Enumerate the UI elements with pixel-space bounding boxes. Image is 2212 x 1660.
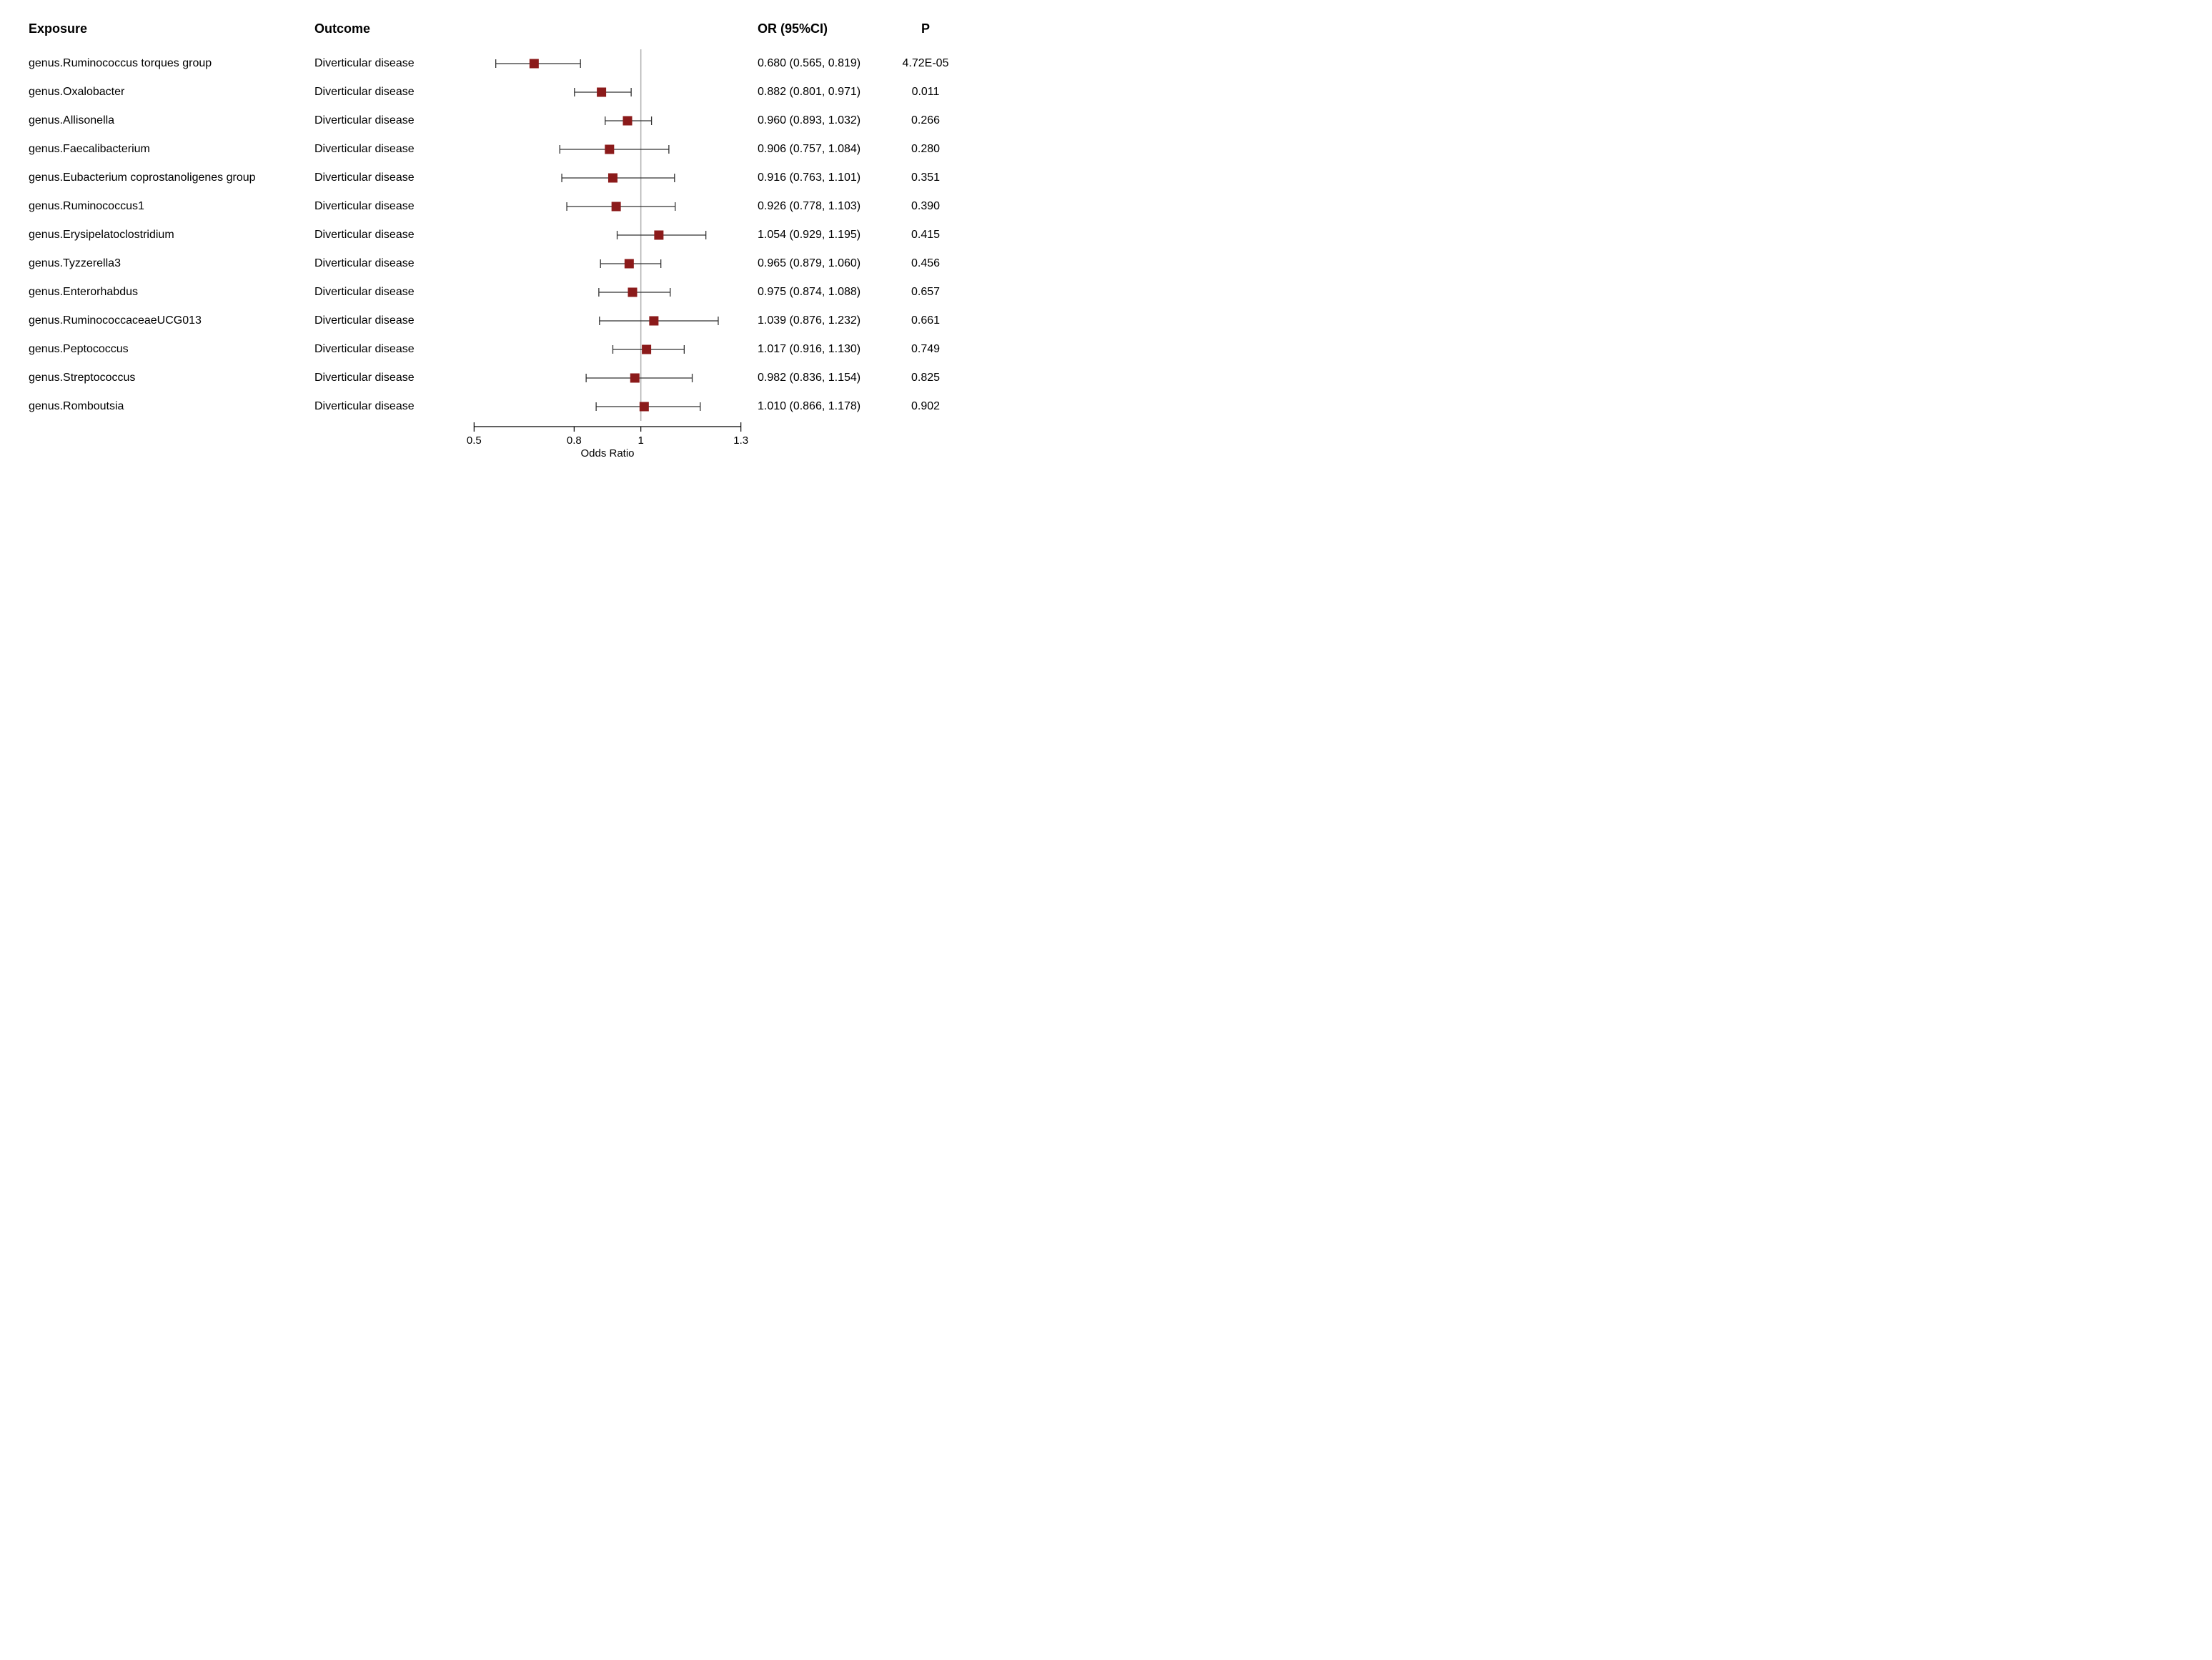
or-ci-cell: 0.906 (0.757, 1.084) [758, 135, 893, 164]
p-value-cell: 0.390 [893, 192, 958, 221]
header-outcome: Outcome [314, 21, 457, 49]
x-axis-area [457, 421, 758, 464]
forest-plot-table: Exposure Outcome OR (95%CI) P genus.Rumi… [29, 21, 2183, 464]
outcome-cell: Diverticular disease [314, 364, 457, 392]
or-ci-cell: 1.054 (0.929, 1.195) [758, 221, 893, 249]
header-plot [457, 29, 758, 42]
or-ci-cell: 0.982 (0.836, 1.154) [758, 364, 893, 392]
forest-plot-row [457, 364, 758, 392]
or-ci-cell: 0.975 (0.874, 1.088) [758, 278, 893, 307]
p-value-cell: 0.749 [893, 335, 958, 364]
or-ci-cell: 0.926 (0.778, 1.103) [758, 192, 893, 221]
exposure-cell: genus.Streptococcus [29, 364, 314, 392]
forest-plot-row [457, 392, 758, 421]
exposure-cell: genus.Eubacterium coprostanoligenes grou… [29, 164, 314, 192]
forest-plot-row [457, 221, 758, 249]
p-value-cell: 0.280 [893, 135, 958, 164]
outcome-cell: Diverticular disease [314, 278, 457, 307]
outcome-cell: Diverticular disease [314, 192, 457, 221]
exposure-cell: genus.Ruminococcus1 [29, 192, 314, 221]
outcome-cell: Diverticular disease [314, 249, 457, 278]
p-value-cell: 0.902 [893, 392, 958, 421]
p-value-cell: 0.661 [893, 307, 958, 335]
forest-plot-row [457, 135, 758, 164]
forest-plot-row [457, 192, 758, 221]
forest-plot-row [457, 164, 758, 192]
exposure-cell: genus.Tyzzerella3 [29, 249, 314, 278]
p-value-cell: 0.456 [893, 249, 958, 278]
header-or-ci: OR (95%CI) [758, 21, 893, 49]
outcome-cell: Diverticular disease [314, 307, 457, 335]
outcome-cell: Diverticular disease [314, 106, 457, 135]
outcome-cell: Diverticular disease [314, 135, 457, 164]
or-ci-cell: 0.965 (0.879, 1.060) [758, 249, 893, 278]
forest-plot-row [457, 106, 758, 135]
forest-plot-row [457, 78, 758, 106]
forest-plot-row: 0.50.811.3Odds Ratio [457, 49, 758, 78]
header-p: P [893, 21, 958, 49]
or-ci-cell: 0.916 (0.763, 1.101) [758, 164, 893, 192]
or-ci-cell: 0.680 (0.565, 0.819) [758, 49, 893, 78]
or-ci-cell: 0.960 (0.893, 1.032) [758, 106, 893, 135]
outcome-cell: Diverticular disease [314, 335, 457, 364]
header-exposure: Exposure [29, 21, 314, 49]
outcome-cell: Diverticular disease [314, 49, 457, 78]
exposure-cell: genus.Enterorhabdus [29, 278, 314, 307]
or-ci-cell: 0.882 (0.801, 0.971) [758, 78, 893, 106]
exposure-cell: genus.Ruminococcus torques group [29, 49, 314, 78]
p-value-cell: 0.825 [893, 364, 958, 392]
forest-plot-row [457, 249, 758, 278]
exposure-cell: genus.Oxalobacter [29, 78, 314, 106]
p-value-cell: 0.266 [893, 106, 958, 135]
exposure-cell: genus.Erysipelatoclostridium [29, 221, 314, 249]
or-ci-cell: 1.010 (0.866, 1.178) [758, 392, 893, 421]
exposure-cell: genus.Faecalibacterium [29, 135, 314, 164]
p-value-cell: 0.351 [893, 164, 958, 192]
p-value-cell: 0.415 [893, 221, 958, 249]
or-ci-cell: 1.017 (0.916, 1.130) [758, 335, 893, 364]
exposure-cell: genus.Allisonella [29, 106, 314, 135]
outcome-cell: Diverticular disease [314, 78, 457, 106]
outcome-cell: Diverticular disease [314, 392, 457, 421]
forest-marker [496, 59, 581, 69]
outcome-cell: Diverticular disease [314, 221, 457, 249]
p-value-cell: 0.657 [893, 278, 958, 307]
exposure-cell: genus.Romboutsia [29, 392, 314, 421]
forest-plot-row [457, 307, 758, 335]
p-value-cell: 4.72E-05 [893, 49, 958, 78]
forest-plot-row [457, 335, 758, 364]
forest-plot-row [457, 278, 758, 307]
exposure-cell: genus.Peptococcus [29, 335, 314, 364]
outcome-cell: Diverticular disease [314, 164, 457, 192]
or-ci-cell: 1.039 (0.876, 1.232) [758, 307, 893, 335]
exposure-cell: genus.RuminococcaceaeUCG013 [29, 307, 314, 335]
p-value-cell: 0.011 [893, 78, 958, 106]
